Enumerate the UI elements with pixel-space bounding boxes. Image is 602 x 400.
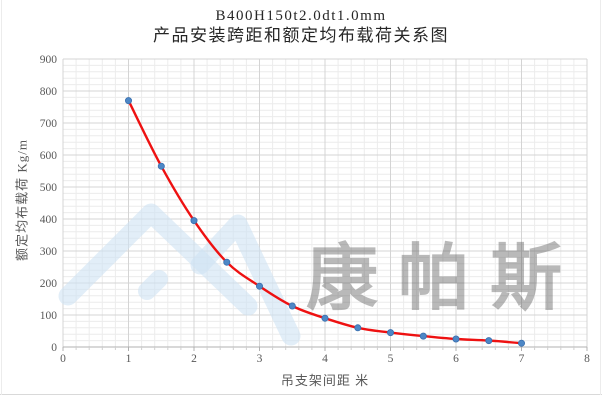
watermark-text: 康 xyxy=(306,239,378,319)
data-point xyxy=(354,324,362,332)
data-point xyxy=(255,282,263,290)
data-point xyxy=(190,217,198,225)
x-axis-title: 吊支架间距 米 xyxy=(280,373,370,388)
data-point xyxy=(452,335,460,343)
data-point xyxy=(386,329,394,337)
y-tick-label: 900 xyxy=(40,54,58,66)
watermark: 康帕斯 xyxy=(58,203,562,346)
x-tick-label: 0 xyxy=(60,353,66,365)
y-tick-label: 700 xyxy=(40,118,58,130)
data-point xyxy=(518,339,526,347)
data-point xyxy=(125,97,133,105)
data-point xyxy=(419,332,427,340)
y-tick-label: 100 xyxy=(40,310,58,322)
y-axis-title: 额定均布载荷 Kg/m xyxy=(14,139,30,261)
y-tick-label: 600 xyxy=(40,150,58,162)
major-gridlines xyxy=(62,58,588,348)
x-tick-label: 4 xyxy=(322,353,328,365)
y-tick-labels: 0 100 200 300 400 500 600 700 800 900 xyxy=(40,54,58,354)
y-tick-label: 800 xyxy=(40,86,58,98)
series-rated-load xyxy=(125,97,526,347)
y-tick-label: 200 xyxy=(40,278,58,290)
double-peak-logo xyxy=(58,203,301,346)
data-point xyxy=(157,162,165,170)
y-tick-label: 0 xyxy=(51,342,57,354)
x-tick-label: 7 xyxy=(519,353,525,365)
watermark-text: 斯 xyxy=(490,239,562,319)
y-tick-label: 300 xyxy=(40,246,58,258)
x-tick-label: 3 xyxy=(257,353,263,365)
left-edge-line xyxy=(1,0,2,395)
data-point xyxy=(223,258,231,266)
data-point xyxy=(485,337,493,345)
chart-title-model: B400H150t2.0dt1.0mm xyxy=(215,8,387,24)
chart-title-main: 产品安装跨距和额定均布载荷关系图 xyxy=(153,26,449,45)
data-point xyxy=(321,314,329,322)
bottom-divider xyxy=(0,394,602,395)
x-tick-label: 6 xyxy=(453,353,459,365)
x-axis xyxy=(62,346,588,351)
x-tick-labels: 0 1 2 3 4 5 6 7 8 xyxy=(60,353,590,365)
y-tick-label: 500 xyxy=(40,182,58,194)
watermark-text: 帕 xyxy=(398,239,470,319)
y-tick-label: 400 xyxy=(40,214,58,226)
x-tick-label: 5 xyxy=(388,353,394,365)
data-point xyxy=(288,302,296,310)
x-tick-label: 2 xyxy=(191,353,197,365)
right-edge-line xyxy=(600,0,601,395)
x-tick-label: 1 xyxy=(126,353,132,365)
x-tick-label: 8 xyxy=(584,353,590,365)
